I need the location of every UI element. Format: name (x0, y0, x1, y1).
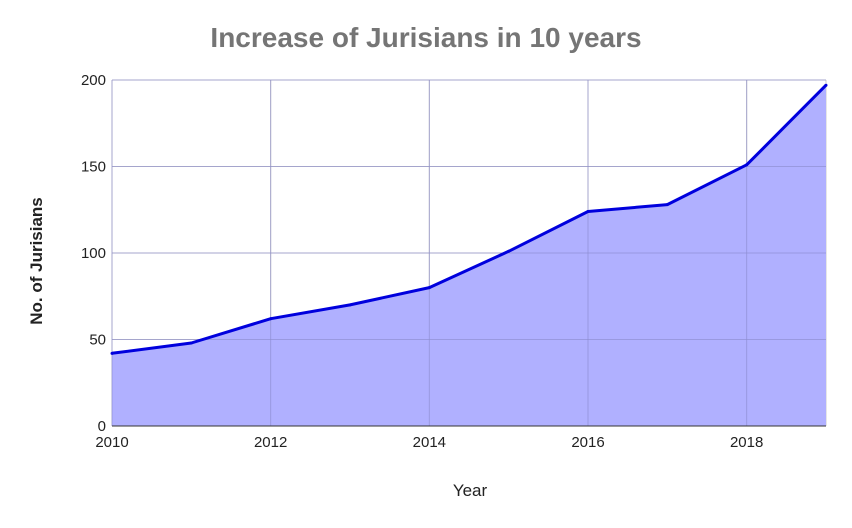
y-tick-label: 50 (89, 332, 106, 349)
data-point-2015 (507, 249, 511, 253)
x-tick-label: 2016 (571, 434, 604, 451)
series-line (111, 84, 828, 355)
y-tick-label: 150 (81, 159, 106, 176)
x-tick-label: 2014 (413, 434, 446, 451)
x-tick-label: 2012 (254, 434, 287, 451)
x-axis-label: Year (452, 481, 488, 500)
data-point-2012 (269, 317, 273, 321)
x-tick-label: 2010 (95, 434, 128, 451)
y-tick-label: 100 (81, 245, 106, 262)
axis-ticks: 0 50 100 150 200 2010 2012 2014 2016 2018 (81, 72, 826, 451)
data-point-2011 (189, 341, 193, 345)
data-point-2019 (824, 83, 828, 87)
data-point-2018 (745, 163, 749, 167)
area-series (110, 79, 828, 426)
area-fill (112, 85, 826, 426)
y-tick-label: 200 (81, 72, 106, 89)
chart-title: Increase of Jurisians in 10 years (210, 22, 642, 53)
data-point-2013 (348, 303, 352, 307)
data-point-2016 (586, 209, 590, 213)
data-point-2014 (427, 286, 431, 290)
y-tick-label: 0 (98, 418, 106, 435)
x-tick-label: 2018 (730, 434, 763, 451)
data-point-2017 (665, 203, 669, 207)
data-point-2010 (110, 351, 114, 355)
